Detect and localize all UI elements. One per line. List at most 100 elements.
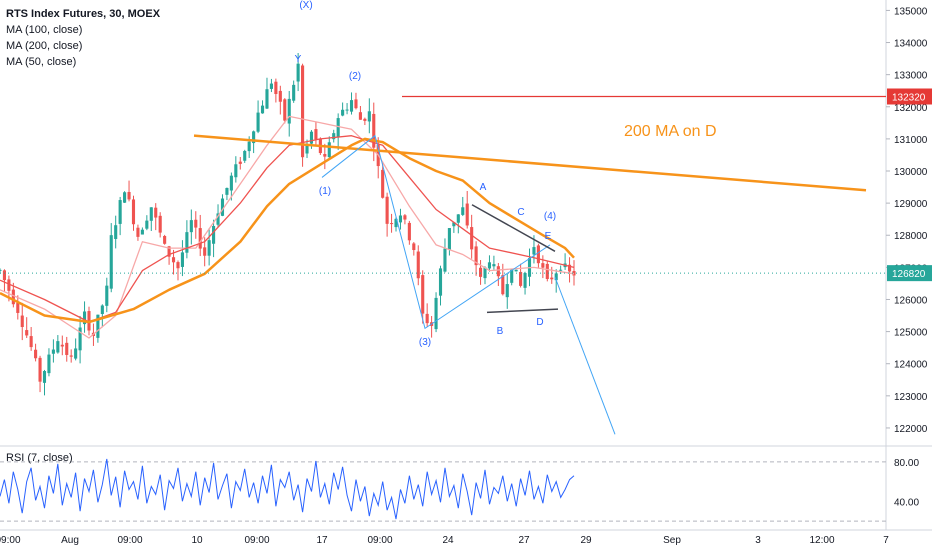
candle-body — [252, 131, 256, 144]
candle-body — [385, 196, 389, 224]
candle-body — [487, 262, 492, 269]
candle-body — [398, 215, 403, 223]
candle-body — [479, 267, 483, 277]
wave-label: B — [497, 326, 504, 337]
candle-body — [207, 240, 211, 256]
wave-label: (1) — [319, 186, 331, 197]
candle-body — [336, 118, 340, 137]
time-tick-label: 09:00 — [0, 535, 21, 546]
wave-labels: (X) Y (2) (1) (3) (4) A B C D E — [295, 0, 556, 348]
candle-body — [60, 344, 64, 347]
candle-body — [363, 118, 367, 121]
candle-body — [407, 222, 411, 241]
wave-label: Y — [295, 54, 302, 65]
candle-body — [118, 200, 122, 224]
triangle-lower — [486, 308, 559, 314]
wave-label: D — [536, 317, 543, 328]
price-tick-label: 129000 — [894, 199, 928, 210]
price-tick-label: 128000 — [894, 231, 928, 242]
candle-body — [65, 342, 69, 355]
candle-body — [559, 269, 563, 271]
candle-body — [82, 311, 87, 325]
candle-body — [154, 207, 158, 218]
candle-body — [78, 327, 82, 351]
symbol-title[interactable]: RTS Index Futures, 30, MOEX — [6, 8, 161, 20]
candle-body — [465, 203, 469, 226]
candle-body — [390, 223, 394, 225]
candle-body — [345, 109, 349, 111]
candle-body — [505, 284, 509, 298]
wave-label: A — [480, 182, 487, 193]
candle-body — [394, 218, 398, 228]
resistance-badge — [887, 88, 932, 105]
candle-body — [492, 264, 496, 267]
candle-body — [51, 349, 55, 354]
candle-body — [96, 314, 100, 338]
candle-body — [567, 264, 572, 272]
moving-average-line — [0, 115, 575, 339]
candle-body — [541, 263, 545, 268]
candle-body — [372, 113, 376, 148]
candle-body — [354, 99, 358, 109]
candle-body — [127, 191, 131, 200]
candle-body — [149, 207, 153, 221]
legend-ma-100[interactable]: MA (100, close) — [6, 24, 83, 36]
candle-body — [256, 112, 260, 132]
price-axis[interactable]: 135000 134000 133000 132000 131000 130000 1290… — [886, 6, 932, 508]
candle-body — [38, 357, 42, 382]
price-tick-label: 126000 — [894, 295, 928, 306]
time-tick-label: 3 — [755, 535, 761, 546]
candle-body — [349, 100, 354, 112]
wave-label: E — [545, 231, 552, 242]
grid — [0, 0, 932, 531]
price-tick-label: 123000 — [894, 392, 928, 403]
time-tick-label: 29 — [580, 535, 592, 546]
candles — [0, 53, 576, 396]
price-tick-label: 131000 — [894, 135, 928, 146]
candle-body — [461, 207, 465, 215]
legend-ma-50[interactable]: MA (50, close) — [6, 56, 77, 68]
resistance-label: 132320 — [892, 92, 926, 103]
candle-body — [550, 277, 554, 280]
candle-body — [545, 263, 549, 279]
candle-body — [447, 228, 451, 250]
candle-body — [452, 222, 456, 227]
time-tick-label: 12:00 — [809, 535, 834, 546]
moving-average-line — [0, 137, 575, 324]
last-price-label: 126820 — [892, 269, 926, 280]
candle-body — [296, 63, 300, 82]
candle-body — [501, 275, 505, 295]
candle-body — [443, 248, 447, 272]
time-tick-label: 27 — [518, 535, 530, 546]
candle-body — [29, 336, 33, 348]
candle-body — [309, 131, 314, 144]
candle-body — [381, 169, 385, 198]
candle-body — [510, 269, 514, 283]
projection-line — [554, 276, 616, 435]
candle-body — [523, 273, 527, 288]
time-tick-label: Sep — [663, 535, 681, 546]
candle-body — [176, 262, 180, 269]
time-axis[interactable]: 09:00 Aug 09:00 10 09:00 17 09:00 24 27 29 Sep 3 12:… — [0, 535, 889, 546]
candle-body — [434, 297, 438, 330]
candle-body — [287, 98, 291, 124]
wave-label: (2) — [349, 71, 361, 82]
candle-body — [421, 275, 425, 314]
candle-body — [136, 227, 140, 237]
rsi-tick-label: 40.00 — [894, 497, 919, 508]
legend-ma-200[interactable]: MA (200, close) — [6, 40, 83, 52]
candle-body — [109, 235, 113, 289]
candle-body — [438, 268, 443, 296]
candle-body — [47, 354, 51, 374]
candle-body — [123, 192, 127, 203]
candle-body — [532, 247, 536, 255]
candle-body — [496, 266, 500, 277]
time-tick-label: 7 — [883, 535, 889, 546]
candle-body — [456, 214, 460, 223]
candle-body — [305, 144, 309, 154]
rsi-legend[interactable]: RSI (7, close) — [6, 452, 73, 464]
candle-body — [20, 315, 24, 328]
drawings: 200 MA on D — [0, 95, 886, 435]
time-tick-label: 17 — [316, 535, 328, 546]
